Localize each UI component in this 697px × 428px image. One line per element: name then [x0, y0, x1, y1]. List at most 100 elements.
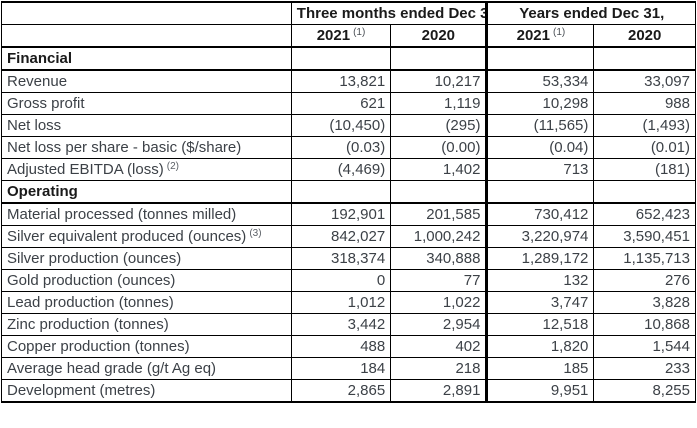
row-label: Net loss: [1, 114, 292, 137]
value-cell: 53,334: [485, 69, 595, 93]
row-label: Revenue: [1, 69, 292, 93]
value-cell: 713: [485, 158, 595, 181]
col-header-y-2021: 2021 (1): [485, 24, 595, 48]
row-label: Lead production (tonnes): [1, 291, 292, 314]
value-cell: (0.04): [485, 136, 595, 159]
table-row-net-loss: Net loss (10,450) (295) (11,565) (1,493): [1, 114, 696, 137]
table-row-revenue: Revenue 13,821 10,217 53,334 33,097: [1, 69, 696, 93]
value-cell: 3,747: [485, 291, 595, 314]
footnote-2-marker: (2): [166, 161, 179, 172]
footnote-1-marker: (1): [353, 27, 366, 38]
group-header-three-months: Three months ended Dec 31,: [290, 1, 488, 25]
value-cell: 218: [390, 357, 488, 380]
table-row-gross-profit: Gross profit 621 1,119 10,298 988: [1, 92, 696, 115]
col-header-y-2020: 2020: [593, 24, 696, 48]
value-cell: 8,255: [593, 379, 696, 403]
value-cell: 3,828: [593, 291, 696, 314]
value-cell: 1,402: [390, 158, 488, 181]
value-cell: 1,000,242: [390, 225, 488, 248]
row-label: Zinc production (tonnes): [1, 313, 292, 336]
value-cell: 192,901: [290, 202, 392, 226]
empty-cell: [390, 180, 488, 204]
value-cell: 3,442: [290, 313, 392, 336]
value-cell: 621: [290, 92, 392, 115]
footnote-1-marker: (1): [553, 27, 566, 38]
value-cell: 652,423: [593, 202, 696, 226]
row-label: Silver equivalent produced (ounces) (3): [1, 225, 292, 248]
row-label: Net loss per share - basic ($/share): [1, 136, 292, 159]
value-cell: 1,289,172: [485, 247, 595, 270]
empty-cell: [290, 180, 392, 204]
value-cell: 340,888: [390, 247, 488, 270]
footnote-3-marker: (3): [249, 228, 262, 239]
value-cell: 13,821: [290, 69, 392, 93]
table-row-development: Development (metres) 2,865 2,891 9,951 8…: [1, 379, 696, 403]
value-cell: (0.01): [593, 136, 696, 159]
table-row-net-loss-per-share: Net loss per share - basic ($/share) (0.…: [1, 136, 696, 159]
section-row-operating: Operating: [1, 180, 696, 204]
section-title: Operating: [1, 180, 292, 204]
value-cell: (11,565): [485, 114, 595, 137]
value-cell: 488: [290, 335, 392, 358]
col-header-q-2020: 2020: [390, 24, 488, 48]
section-title: Financial: [1, 46, 292, 71]
table-row-lead-production: Lead production (tonnes) 1,012 1,022 3,7…: [1, 291, 696, 314]
value-cell: 1,544: [593, 335, 696, 358]
value-cell: 10,298: [485, 92, 595, 115]
value-cell: (0.03): [290, 136, 392, 159]
value-cell: 10,217: [390, 69, 488, 93]
value-cell: 9,951: [485, 379, 595, 403]
row-label: Development (metres): [1, 379, 292, 403]
empty-cell: [593, 46, 696, 71]
section-row-financial: Financial: [1, 46, 696, 71]
year-header-row: 2021 (1) 2020 2021 (1) 2020: [1, 24, 696, 48]
value-cell: 842,027: [290, 225, 392, 248]
empty-cell: [485, 46, 595, 71]
row-label: Gross profit: [1, 92, 292, 115]
value-cell: 233: [593, 357, 696, 380]
value-cell: 3,220,974: [485, 225, 595, 248]
value-cell: (181): [593, 158, 696, 181]
empty-cell: [290, 46, 392, 71]
table-row-adjusted-ebitda: Adjusted EBITDA (loss) (2) (4,469) 1,402 …: [1, 158, 696, 181]
empty-cell: [390, 46, 488, 71]
table-row-copper-production: Copper production (tonnes) 488 402 1,820…: [1, 335, 696, 358]
value-cell: (0.00): [390, 136, 488, 159]
value-cell: 1,135,713: [593, 247, 696, 270]
empty-cell: [593, 180, 696, 204]
value-cell: 201,585: [390, 202, 488, 226]
table-row-silver-production: Silver production (ounces) 318,374 340,8…: [1, 247, 696, 270]
value-cell: 2,865: [290, 379, 392, 403]
value-cell: 730,412: [485, 202, 595, 226]
empty-cell: [485, 180, 595, 204]
group-header-years: Years ended Dec 31,: [485, 1, 696, 25]
corner-empty-cell: [1, 24, 292, 48]
value-cell: 318,374: [290, 247, 392, 270]
table-row-silver-equivalent: Silver equivalent produced (ounces) (3) 8…: [1, 225, 696, 248]
value-cell: (10,450): [290, 114, 392, 137]
row-label: Copper production (tonnes): [1, 335, 292, 358]
value-cell: 2,891: [390, 379, 488, 403]
row-label: Material processed (tonnes milled): [1, 202, 292, 226]
row-label: Silver production (ounces): [1, 247, 292, 270]
value-cell: 1,012: [290, 291, 392, 314]
value-cell: 1,820: [485, 335, 595, 358]
value-cell: 0: [290, 269, 392, 292]
value-cell: 10,868: [593, 313, 696, 336]
value-cell: 77: [390, 269, 488, 292]
row-label: Gold production (ounces): [1, 269, 292, 292]
value-cell: 988: [593, 92, 696, 115]
value-cell: 2,954: [390, 313, 488, 336]
value-cell: 276: [593, 269, 696, 292]
table-row-average-head-grade: Average head grade (g/t Ag eq) 184 218 1…: [1, 357, 696, 380]
value-cell: 185: [485, 357, 595, 380]
value-cell: (1,493): [593, 114, 696, 137]
financial-operating-results-table: Three months ended Dec 31, Years ended D…: [1, 1, 696, 403]
table-row-zinc-production: Zinc production (tonnes) 3,442 2,954 12,…: [1, 313, 696, 336]
value-cell: 12,518: [485, 313, 595, 336]
corner-empty-cell: [1, 1, 292, 25]
row-label: Average head grade (g/t Ag eq): [1, 357, 292, 380]
value-cell: (295): [390, 114, 488, 137]
value-cell: 1,119: [390, 92, 488, 115]
